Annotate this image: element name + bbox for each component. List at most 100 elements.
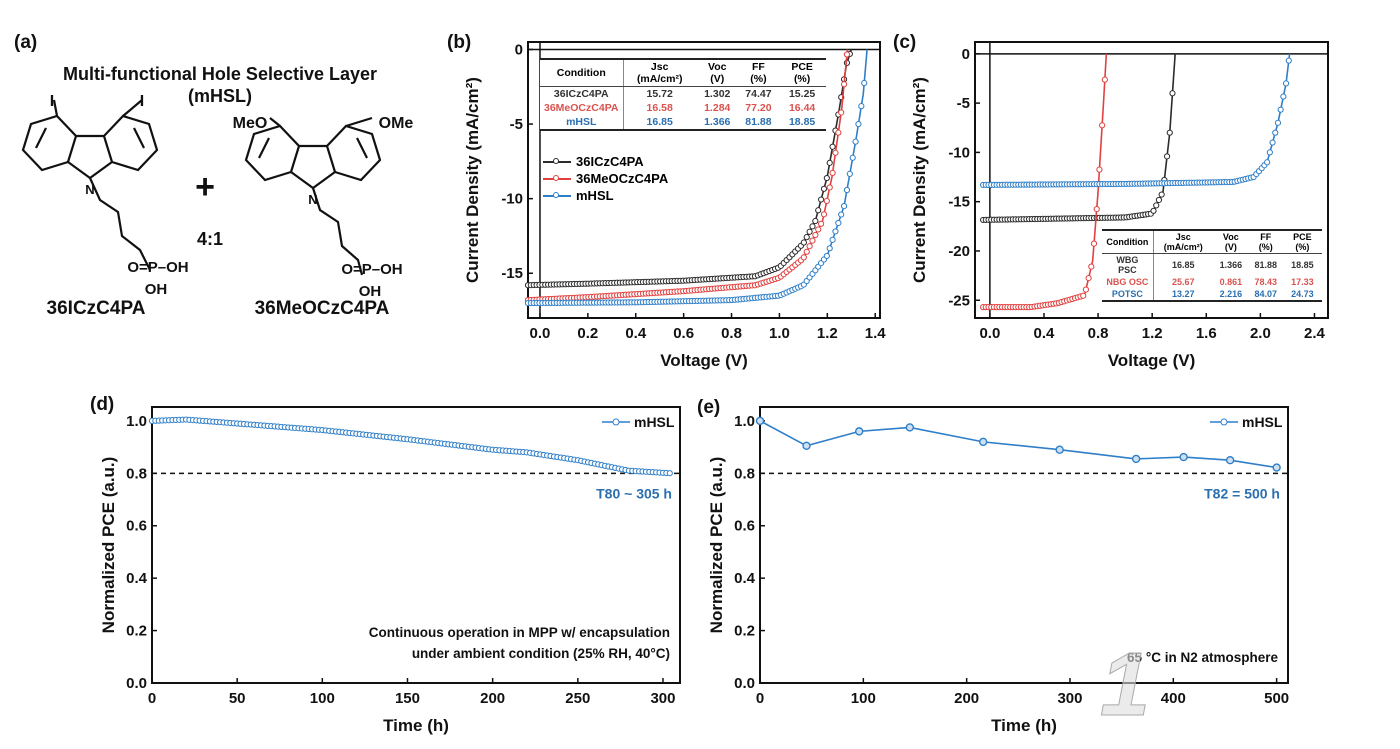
data-point: [803, 234, 810, 241]
cell: 77.20: [745, 102, 772, 114]
y-tick-label: 0.2: [126, 623, 147, 640]
legend-marker: [612, 418, 620, 426]
x-axis-label: Time (h): [991, 716, 1057, 735]
series-line-WBG PSC: [983, 53, 1176, 221]
series-line-NBG OSC: [983, 53, 1108, 308]
panel-label-d: (d): [90, 394, 114, 415]
x-tick-label: 150: [395, 690, 420, 707]
data-point: [832, 149, 839, 156]
data-point: [826, 245, 833, 252]
panel-label-a: (a): [14, 32, 37, 53]
cell: 16.85: [1172, 260, 1195, 270]
nitrogen-label: N: [85, 182, 94, 197]
cell: 16.44: [788, 102, 816, 114]
panel-label-c: (c): [893, 32, 916, 53]
data-point: [1272, 463, 1281, 472]
data-point: [838, 211, 845, 218]
y-axis-label: Current Density (mA/cm²): [910, 77, 929, 283]
data-point: [817, 196, 825, 203]
panel-a-structures: [21, 99, 382, 276]
data-point: [1269, 139, 1276, 146]
data-point: [905, 423, 915, 432]
cell: 15.25: [788, 88, 816, 100]
x-tick-label: 0.8: [721, 325, 742, 342]
y-tick-label: 0.6: [734, 518, 755, 535]
x-tick-label: 200: [480, 690, 505, 707]
data-point: [846, 170, 853, 177]
legend-label: mHSL: [576, 188, 614, 203]
data-point: [1264, 159, 1271, 166]
data-point: [840, 81, 848, 88]
data-point: [823, 252, 830, 260]
data-point: [820, 185, 828, 192]
data-point: [852, 138, 859, 145]
cell: 15.72: [646, 88, 673, 100]
x-axis-label: Voltage (V): [660, 351, 748, 370]
molecule-name-1: 36ICzC4PA: [47, 298, 146, 319]
cell: 81.88: [1254, 260, 1278, 270]
x-tick-label: 400: [1161, 690, 1186, 707]
x-tick-label: 1.2: [817, 325, 838, 342]
data-point: [1166, 129, 1173, 136]
y-tick-label: -5: [510, 116, 523, 133]
panel-label-e: (e): [697, 397, 720, 418]
nitrogen-label: N: [308, 192, 317, 207]
data-point: [835, 219, 842, 227]
data-point: [843, 51, 851, 58]
legend-item: mHSL: [543, 187, 668, 204]
data-point: [803, 248, 810, 255]
cell: 36MeOCzC4PA: [540, 101, 624, 115]
th: Voc (V): [1212, 229, 1249, 254]
data-point: [1090, 240, 1098, 247]
data-point: [858, 103, 865, 110]
y-axis-label: Current Density (mA/cm²): [463, 77, 482, 283]
data-point: [806, 243, 813, 250]
data-point: [1085, 274, 1092, 282]
data-point: [809, 237, 816, 244]
data-point: [823, 174, 830, 182]
x-tick-label: 2.4: [1304, 325, 1326, 342]
cell: 17.33: [1291, 277, 1314, 287]
cell: 16.58: [646, 102, 673, 114]
cell: 1.302: [704, 88, 731, 100]
x-tick-label: 1.6: [1196, 325, 1217, 342]
cell: 84.07: [1248, 288, 1283, 302]
lifetime-annotation: T82 = 500 h: [1204, 485, 1280, 501]
cell: 18.85: [1291, 260, 1314, 270]
data-point: [1099, 122, 1106, 129]
data-point: [823, 197, 830, 204]
y-tick-label: -15: [948, 194, 970, 211]
th: Voc (V): [695, 58, 739, 87]
y-tick-label: -10: [948, 144, 970, 161]
data-point: [1179, 452, 1188, 462]
cell: 13.27: [1153, 288, 1213, 302]
data-point: [1101, 76, 1108, 83]
watermark-logo: 1: [1100, 635, 1150, 735]
x-tick-label: 0.6: [673, 325, 694, 342]
data-point: [755, 416, 765, 426]
th: Jsc (mA/cm²): [623, 58, 696, 87]
y-tick-label: -10: [501, 191, 523, 208]
data-point: [1225, 456, 1235, 465]
x-tick-label: 0: [148, 690, 156, 707]
th: FF (%): [1248, 229, 1283, 254]
legend-label: 36ICzC4PA: [576, 154, 644, 169]
data-point: [1093, 205, 1100, 213]
plot-frame-d: [151, 406, 681, 684]
ratio-label: 4:1: [197, 229, 223, 249]
y-tick-label: 0.2: [734, 623, 755, 640]
carbazole-left: [21, 114, 159, 180]
data-point: [812, 217, 819, 225]
data-point: [1096, 166, 1103, 173]
data-point: [1280, 93, 1287, 100]
y-tick-label: 1.0: [734, 413, 755, 430]
x-tick-label: 50: [229, 690, 246, 707]
y-tick-label: 0.4: [734, 570, 756, 587]
iodine-label: I: [50, 93, 54, 110]
data-point: [832, 228, 839, 235]
data-point: [1131, 454, 1141, 464]
x-tick-label: 500: [1264, 690, 1289, 707]
cell: POTSC: [1102, 288, 1154, 302]
